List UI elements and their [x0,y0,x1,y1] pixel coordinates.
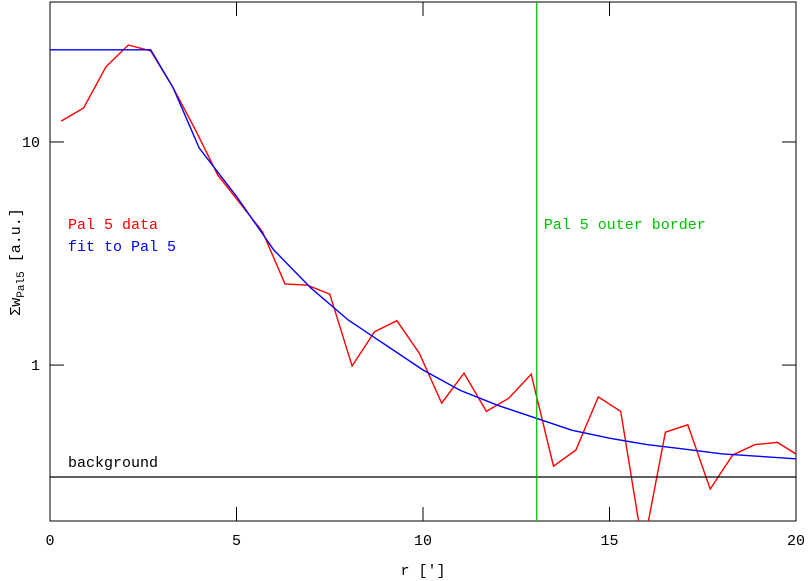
border-label: Pal 5 outer border [544,217,706,234]
x-tick-label: 5 [232,533,241,550]
x-axis-label: r [′] [400,563,445,580]
x-tick-label: 20 [787,533,805,550]
x-tick-label: 15 [600,533,618,550]
y-axis-label: ΣwPal5 [a.u.] [8,208,28,315]
plot-area [50,44,796,521]
y-tick-label: 1 [31,358,40,375]
y-label-main: Σw [8,298,25,316]
y-label-space [8,262,25,271]
x-tick-label: 10 [414,533,432,550]
y-tick-label: 10 [22,135,40,152]
y-label-sub: Pal5 [16,271,28,297]
y-label-unit: [a.u.] [8,208,25,262]
background-label: background [68,455,158,472]
legend-entry: Pal 5 data [68,217,158,234]
plot-frame [49,1,797,522]
series-line [60,44,796,521]
legend-entry: fit to Pal 5 [68,239,176,256]
x-tick-label: 0 [45,533,54,550]
series-line [50,49,796,460]
